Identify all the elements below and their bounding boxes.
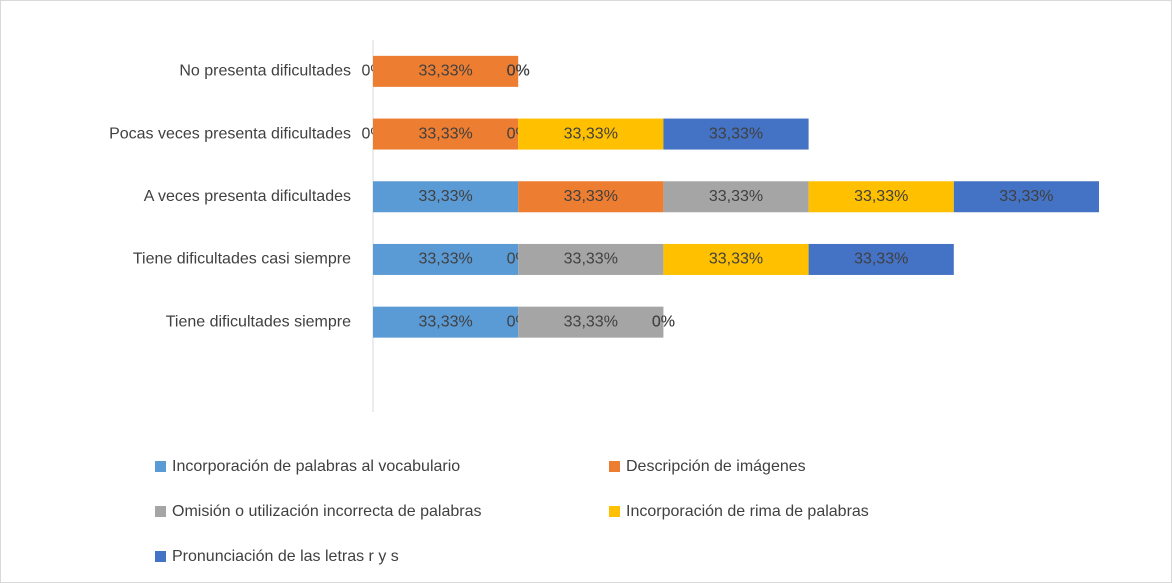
data-label: 0% [652, 313, 675, 330]
legend-swatch [609, 461, 620, 472]
data-label: 0% [507, 63, 530, 80]
data-label: 33,33% [418, 125, 472, 142]
bar-segment [518, 306, 664, 338]
bar-segment [808, 181, 954, 213]
data-label: 33,33% [709, 188, 763, 205]
legend-label: Incorporación de rima de palabras [626, 503, 869, 520]
legend-swatch [155, 506, 166, 517]
data-label: 33,33% [418, 63, 472, 80]
bar-segment [663, 181, 809, 213]
data-label: 33,33% [564, 313, 618, 330]
y-tick-label: Tiene dificultades siempre [166, 313, 351, 330]
data-label: 0% [507, 63, 530, 80]
legend-label: Omisión o utilización incorrecta de pala… [172, 503, 481, 520]
data-label: 0% [652, 313, 675, 330]
data-label: 0% [507, 63, 530, 80]
bar-segment [663, 118, 809, 150]
y-tick-label: Tiene dificultades casi siempre [133, 251, 351, 268]
legend-label: Incorporación de palabras al vocabulario [172, 458, 460, 475]
y-tick-label: A veces presenta dificultades [144, 188, 351, 205]
bar-segment [663, 243, 809, 275]
legend-label: Descripción de imágenes [626, 458, 806, 475]
data-label: 33,33% [564, 125, 618, 142]
data-label: 33,33% [709, 251, 763, 268]
bar-segment [518, 243, 664, 275]
bar-segment [373, 118, 519, 150]
data-label: 33,33% [709, 125, 763, 142]
data-label: 33,33% [854, 188, 908, 205]
data-label: 33,33% [564, 188, 618, 205]
y-tick-label: No presenta dificultades [179, 63, 351, 80]
bar-segment [808, 243, 954, 275]
bar-segment [373, 306, 519, 338]
legend-swatch [155, 461, 166, 472]
bar-segment [518, 118, 664, 150]
legend-label: Pronunciación de las letras r y s [172, 548, 399, 565]
data-label: 33,33% [418, 313, 472, 330]
legend-swatch [155, 551, 166, 562]
bar-segment [373, 181, 519, 213]
data-label: 33,33% [999, 188, 1053, 205]
data-label: 33,33% [854, 251, 908, 268]
bar-segment [373, 55, 519, 87]
bar-segment [953, 181, 1099, 213]
legend-swatch [609, 506, 620, 517]
data-label: 33,33% [418, 251, 472, 268]
bar-segment [518, 181, 664, 213]
y-tick-label: Pocas veces presenta dificultades [109, 125, 351, 142]
bar-segment [373, 243, 519, 275]
data-label: 33,33% [418, 188, 472, 205]
data-label: 33,33% [564, 251, 618, 268]
